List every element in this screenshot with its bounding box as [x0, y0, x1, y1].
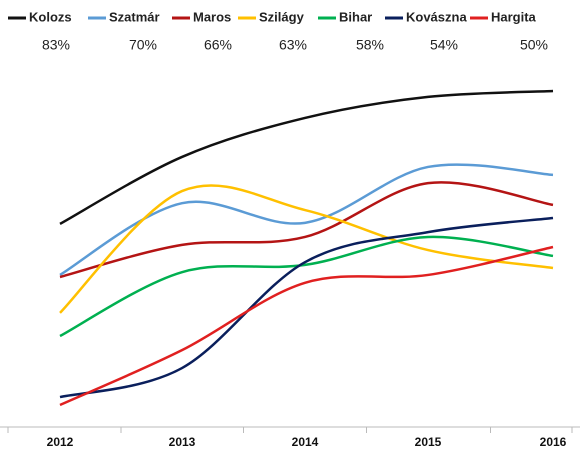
series-line [59, 245, 554, 407]
series-line [59, 89, 554, 225]
series-line [59, 216, 554, 399]
x-tick-label: 2015 [415, 435, 442, 449]
share-label: 54% [430, 37, 458, 53]
legend-label: Kovászna [406, 9, 467, 24]
series-line [59, 181, 554, 279]
series-line [59, 184, 554, 314]
x-tick-label: 2016 [540, 435, 567, 449]
x-tick-label: 2014 [292, 435, 319, 449]
x-tick-label: 2012 [47, 435, 74, 449]
legend-label: Szilágy [259, 9, 305, 24]
share-label: 63% [279, 37, 307, 53]
share-label: 58% [356, 37, 384, 53]
x-tick-label: 2013 [169, 435, 196, 449]
legend-label: Szatmár [109, 9, 160, 24]
share-label: 70% [129, 37, 157, 53]
share-label: 50% [520, 37, 548, 53]
legend-label: Kolozs [29, 9, 72, 24]
legend-label: Maros [193, 9, 231, 24]
series-line [59, 163, 554, 277]
share-label: 83% [42, 37, 70, 53]
legend-label: Bihar [339, 9, 372, 24]
share-label: 66% [204, 37, 232, 53]
legend-label: Hargita [491, 9, 537, 24]
series-line [59, 235, 554, 338]
